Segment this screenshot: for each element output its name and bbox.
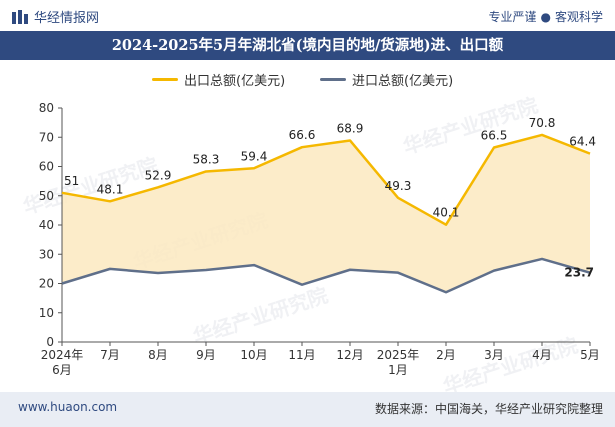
series-gap-area [62, 134, 590, 293]
export-data-label: 68.9 [337, 121, 364, 135]
y-tick-label: 40 [39, 218, 54, 232]
chart-title: 2024-2025年5月年湖北省(境内目的地/货源地)进、出口额 [111, 37, 504, 54]
x-tick-label: 2024年 6月 [41, 348, 84, 377]
brand-name: 华经情报网 [34, 11, 100, 26]
y-tick-label: 50 [39, 189, 54, 203]
legend-swatch-export [152, 78, 178, 81]
export-series-line [61, 133, 591, 226]
export-data-label: 64.4 [569, 135, 596, 149]
x-tick-label: 12月 [336, 348, 363, 362]
x-tick-label: 3月 [484, 348, 504, 362]
x-tick-label: 11月 [288, 348, 315, 362]
website-link[interactable]: www.huaon.com [18, 400, 118, 414]
export-data-label: 70.8 [529, 116, 556, 130]
export-data-label: 48.1 [97, 182, 124, 196]
y-tick-label: 70 [39, 130, 54, 144]
legend-label-export: 出口总额(亿美元) [184, 74, 286, 89]
x-tick-label: 4月 [532, 348, 552, 362]
export-data-label: 52.9 [145, 168, 172, 182]
export-data-label: 58.3 [193, 152, 220, 166]
footer: www.huaon.com 数据来源：中国海关，华经产业研究院整理 [0, 392, 615, 427]
legend-item-export[interactable]: 出口总额(亿美元) [152, 70, 285, 89]
legend-item-import[interactable]: 进口总额(亿美元) [320, 70, 453, 89]
export-data-label: 66.5 [481, 128, 508, 142]
y-tick-label: 0 [46, 335, 54, 349]
brand-logo-icon [12, 9, 28, 24]
x-tick-label: 2月 [436, 348, 456, 362]
x-tick-label: 9月 [196, 348, 216, 362]
export-data-label: 59.4 [241, 149, 268, 163]
y-tick-label: 10 [39, 306, 54, 320]
separator-dot-icon: ● [540, 10, 551, 24]
data-source: 数据来源：中国海关，华经产业研究院整理 [374, 402, 603, 416]
export-data-label: 66.6 [289, 128, 316, 142]
legend: 出口总额(亿美元) 进口总额(亿美元) [0, 70, 615, 92]
import-data-label: 23.7 [564, 266, 594, 280]
export-data-label: 49.3 [385, 179, 412, 193]
top-bar: 华经情报网 专业严谨 ● 客观科学 [0, 0, 615, 30]
x-tick-label: 10月 [240, 348, 267, 362]
title-bar: 2024-2025年5月年湖北省(境内目的地/货源地)进、出口额 [0, 31, 615, 60]
x-tick-label: 5月 [580, 348, 600, 362]
header-tags: 专业严谨 ● 客观科学 [488, 8, 603, 25]
legend-label-import: 进口总额(亿美元) [352, 74, 454, 89]
import-series-line [61, 257, 591, 294]
y-tick-label: 80 [39, 101, 54, 115]
export-data-label: 40.1 [433, 206, 460, 220]
tag-objective: 客观科学 [554, 10, 603, 24]
y-tick-label: 60 [39, 160, 54, 174]
x-tick-label: 2025年 1月 [377, 348, 420, 377]
x-tick-label: 7月 [100, 348, 120, 362]
x-tick-label: 8月 [148, 348, 168, 362]
export-data-label: 51 [64, 174, 79, 188]
y-tick-label: 30 [39, 247, 54, 261]
y-tick-label: 20 [39, 277, 54, 291]
brand[interactable]: 华经情报网 [12, 7, 99, 26]
legend-swatch-import [320, 78, 346, 81]
tag-rigorous: 专业严谨 [488, 10, 537, 24]
